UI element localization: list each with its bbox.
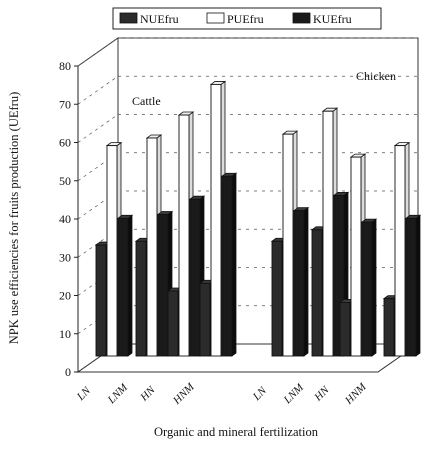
- category-label-cattle-hnm: HNM: [170, 380, 197, 407]
- bar-chicken-hn-kuefru: [360, 218, 378, 357]
- y-axis: 0 10 20 30 40 50 60 70 80: [59, 59, 79, 379]
- legend: NUEfru PUEfru KUEfru: [112, 7, 382, 30]
- legend-swatch-nuefru: [119, 12, 138, 24]
- category-label-chicken-hnm: HNM: [342, 380, 369, 407]
- category-label-cattle-hn: HN: [138, 384, 158, 404]
- y-axis-title: NPK use efficiencies for fruits producti…: [7, 92, 21, 344]
- legend-label-nuefru: NUEfru: [140, 12, 179, 26]
- x-axis: LN LNM HN HNM LN LNM HN HNM: [74, 380, 369, 407]
- category-label-chicken-lnm: LNM: [281, 381, 307, 407]
- y-tick-label: 40: [59, 212, 71, 226]
- x-axis-title: Organic and mineral fertilization: [154, 425, 319, 439]
- legend-swatch-kuefru: [292, 12, 311, 24]
- y-tick-label: 60: [59, 136, 71, 150]
- panel-label-cattle: Cattle: [132, 94, 161, 108]
- legend-swatch-puefru: [206, 12, 225, 24]
- bar-chicken-hnm-kuefru: [404, 214, 422, 357]
- category-label-cattle-ln: LN: [74, 384, 93, 403]
- gridline: [77, 114, 119, 143]
- bars: [94, 80, 422, 357]
- legend-box: [112, 7, 382, 30]
- gridline: [77, 75, 119, 105]
- category-label-chicken-hn: HN: [312, 384, 332, 404]
- y-tick-label: 70: [59, 97, 71, 111]
- y-tick-label: 20: [59, 289, 71, 303]
- gridline: [77, 37, 119, 67]
- bar-cattle-ln-kuefru: [116, 214, 134, 357]
- gridline: [77, 228, 119, 258]
- bar-chicken-ln-kuefru: [292, 206, 310, 357]
- legend-label-puefru: PUEfru: [227, 12, 264, 26]
- y-tick-label: 50: [59, 174, 71, 188]
- category-label-chicken-ln: LN: [250, 384, 269, 403]
- gridline: [77, 190, 119, 220]
- panel-label-chicken: Chicken: [356, 69, 396, 83]
- y-tick-label: 10: [59, 327, 71, 341]
- gridline: [77, 267, 119, 296]
- y-tick-label: 80: [59, 59, 71, 73]
- y-tick-label: 30: [59, 250, 71, 264]
- gridline: [77, 152, 119, 182]
- y-tick-label: 0: [65, 365, 71, 379]
- category-label-cattle-lnm: LNM: [105, 381, 131, 407]
- gridline: [77, 305, 119, 335]
- bar-cattle-hnm-kuefru: [220, 172, 238, 357]
- legend-label-kuefru: KUEfru: [313, 12, 352, 26]
